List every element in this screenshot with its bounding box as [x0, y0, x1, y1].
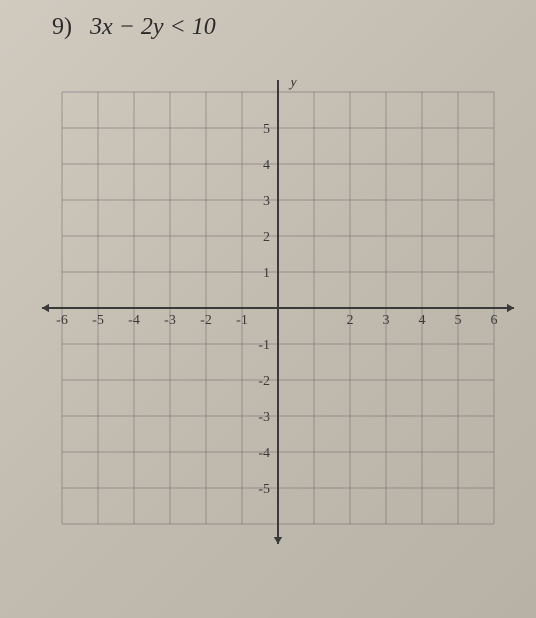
svg-text:-2: -2 [200, 313, 212, 328]
svg-text:-1: -1 [236, 313, 248, 328]
svg-text:-2: -2 [258, 374, 270, 389]
svg-text:4: 4 [419, 313, 426, 328]
svg-text:y: y [288, 80, 298, 90]
svg-text:2: 2 [263, 230, 270, 245]
worksheet-page: 9) 3x − 2y < 10 -6 -5 -4 -3 -2 -1 2 3 4 5 6 1 2 3 4 5 -1… [0, 0, 536, 618]
svg-text:3: 3 [263, 194, 270, 209]
svg-text:-3: -3 [164, 313, 176, 328]
svg-text:4: 4 [263, 158, 270, 173]
svg-text:-3: -3 [258, 410, 270, 425]
svg-text:5: 5 [455, 313, 462, 328]
coordinate-grid: -6-5-4-3-2-12345612345-1-2-3-4-5yx [38, 80, 518, 600]
problem-expression: 3x − 2y < 10 [90, 14, 216, 40]
grid-svg: -6-5-4-3-2-12345612345-1-2-3-4-5yx [38, 80, 518, 600]
svg-text:-6: -6 [56, 313, 68, 328]
svg-text:6: 6 [491, 313, 498, 328]
svg-text:2: 2 [347, 313, 354, 328]
svg-text:3: 3 [383, 313, 390, 328]
problem-number: 9) [52, 14, 72, 40]
svg-text:5: 5 [263, 122, 270, 137]
svg-text:-4: -4 [128, 313, 140, 328]
svg-text:-5: -5 [258, 482, 270, 497]
svg-text:-5: -5 [92, 313, 104, 328]
svg-text:1: 1 [263, 266, 270, 281]
svg-text:-1: -1 [258, 338, 270, 353]
problem-statement: 9) 3x − 2y < 10 [52, 14, 216, 41]
svg-text:-4: -4 [258, 446, 270, 461]
